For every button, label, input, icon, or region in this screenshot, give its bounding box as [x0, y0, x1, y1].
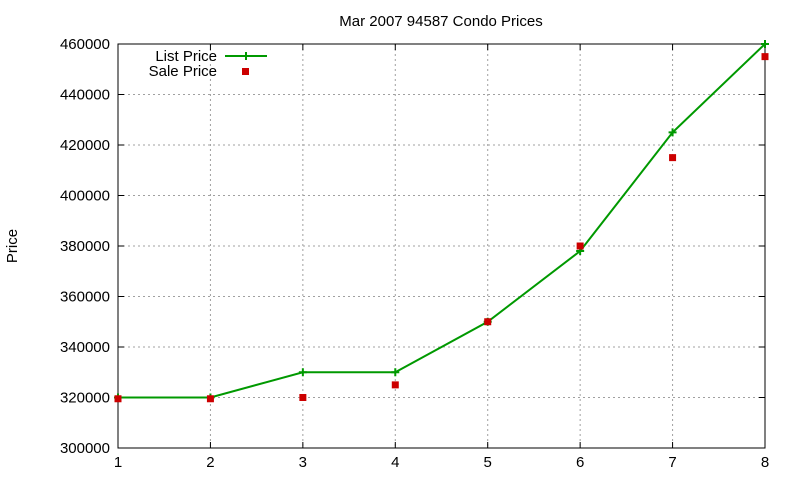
legend: List Price Sale Price — [149, 48, 267, 80]
legend-label-list-price: List Price — [155, 48, 217, 65]
y-tick-label: 460000 — [60, 36, 110, 53]
data-point-sale-price — [484, 318, 492, 326]
x-tick-label: 1 — [114, 454, 122, 471]
y-tick-label: 400000 — [60, 188, 110, 205]
legend-label-sale-price: Sale Price — [149, 63, 217, 80]
y-tick-label: 320000 — [60, 390, 110, 407]
x-tick-label: 8 — [761, 454, 769, 471]
data-point-sale-price — [391, 381, 399, 389]
data-point-sale-price — [206, 395, 214, 403]
data-point-list-price — [298, 368, 307, 377]
y-tick-label: 380000 — [60, 238, 110, 255]
grid — [118, 44, 765, 448]
chart-title: Mar 2007 94587 Condo Prices — [339, 13, 542, 30]
y-tick-label: 420000 — [60, 137, 110, 154]
x-tick-label: 2 — [206, 454, 214, 471]
y-tick-label: 360000 — [60, 289, 110, 306]
y-axis-ticks: 300000 320000 340000 360000 380000 400000 4200… — [60, 36, 765, 457]
data-point-sale-price — [576, 242, 584, 250]
legend-marker-sale-price — [242, 68, 249, 75]
data-point-sale-price — [761, 53, 769, 61]
x-tick-label: 7 — [668, 454, 676, 471]
series-layer — [114, 40, 769, 403]
y-tick-label: 340000 — [60, 339, 110, 356]
x-tick-label: 6 — [576, 454, 584, 471]
y-axis-label: Price — [4, 229, 21, 263]
series-line-list-price — [118, 43, 766, 399]
x-tick-label: 5 — [484, 454, 492, 471]
x-tick-label: 3 — [299, 454, 307, 471]
plot-frame — [117, 43, 766, 449]
data-point-list-price — [391, 368, 400, 377]
data-point-list-price — [761, 40, 769, 48]
legend-marker-list-price — [242, 52, 250, 60]
data-point-sale-price — [669, 154, 677, 162]
data-point-sale-price — [114, 395, 122, 403]
x-tick-label: 4 — [391, 454, 399, 471]
x-axis-ticks: 1 2 3 4 5 6 7 8 — [114, 44, 769, 471]
y-tick-label: 440000 — [60, 87, 110, 104]
data-point-list-price — [668, 128, 677, 137]
data-point-sale-price — [299, 394, 307, 401]
y-tick-label: 300000 — [60, 440, 110, 457]
